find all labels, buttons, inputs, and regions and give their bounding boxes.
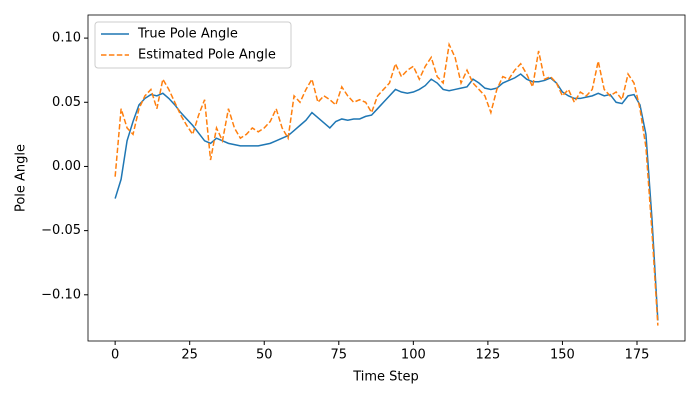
x-tick-label: 100 [401, 348, 426, 363]
line-series [114, 73, 659, 321]
y-tick-label: 0.10 [52, 31, 81, 46]
x-tick-label: 0 [111, 348, 119, 363]
x-tick-label: 175 [625, 348, 650, 363]
x-axis-label: Time Step [352, 370, 419, 385]
legend-label: Estimated Pole Angle [138, 48, 276, 63]
y-tick-label: 0.05 [52, 95, 81, 110]
legend-box [94, 21, 292, 69]
legend-label: True Pole Angle [137, 27, 238, 42]
x-tick-label: 125 [475, 348, 500, 363]
plot-frame [87, 14, 686, 342]
x-tick-label: 50 [256, 348, 273, 363]
line-series [114, 41, 659, 326]
y-tick-label: −0.10 [41, 287, 81, 302]
x-tick-label: 75 [331, 348, 348, 363]
x-tick-label: 150 [550, 348, 575, 363]
y-axis-label: Pole Angle [14, 144, 29, 212]
x-tick-label: 25 [181, 348, 198, 363]
y-tick-label: −0.05 [41, 223, 81, 238]
y-tick-label: 0.00 [52, 159, 81, 174]
